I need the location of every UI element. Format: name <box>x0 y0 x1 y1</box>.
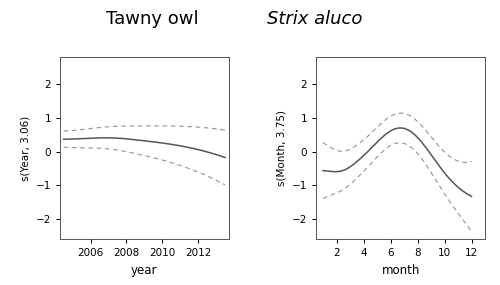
Text: Strix aluco: Strix aluco <box>268 11 362 28</box>
X-axis label: year: year <box>131 264 158 277</box>
Y-axis label: s(Month, 3.75): s(Month, 3.75) <box>276 110 286 186</box>
Y-axis label: s(Year, 3.06): s(Year, 3.06) <box>20 116 30 181</box>
X-axis label: month: month <box>382 264 420 277</box>
Text: Tawny owl: Tawny owl <box>106 11 199 28</box>
